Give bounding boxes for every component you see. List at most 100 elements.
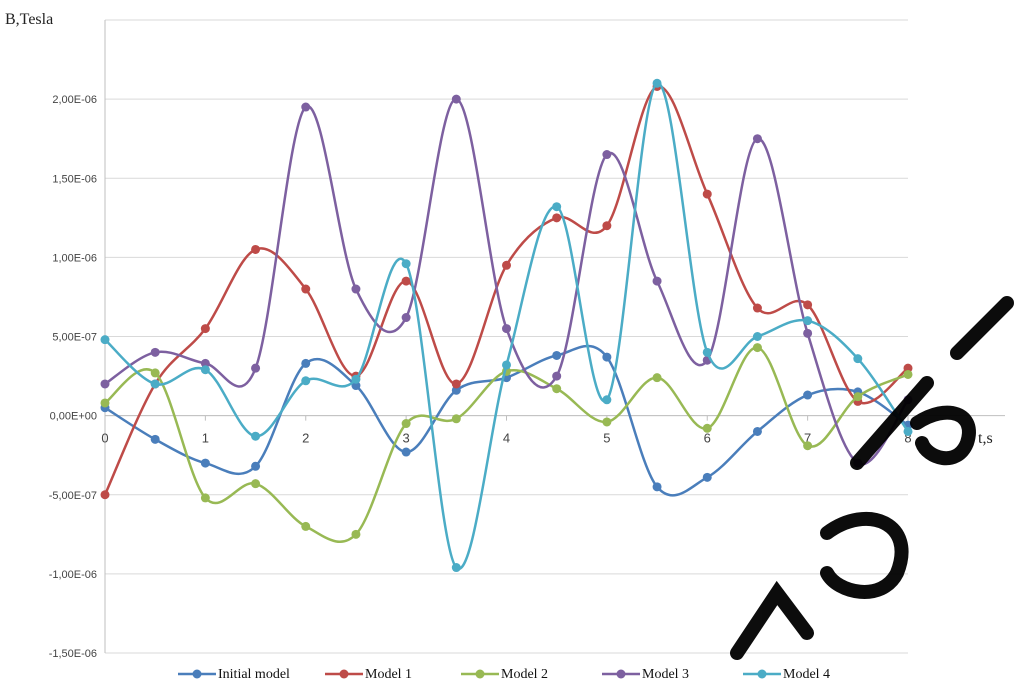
data-point-model-3 — [401, 313, 411, 323]
y-tick-label: -1,50E-06 — [49, 648, 97, 660]
data-point-model-4 — [401, 259, 411, 269]
data-point-model-3 — [451, 94, 461, 104]
legend-swatch-marker — [339, 669, 349, 679]
series-line-model-4 — [104, 82, 910, 570]
data-point-initial-model — [702, 472, 712, 482]
data-point-model-4 — [853, 354, 863, 364]
data-point-model-4 — [251, 431, 261, 441]
data-point-model-3 — [752, 134, 762, 144]
grid-layer — [105, 19, 908, 654]
legend-item-model-3: Model 3 — [602, 667, 689, 682]
x-tick-label: 5 — [603, 431, 610, 446]
legend-swatch-marker — [192, 669, 202, 679]
y-axis-label: B,Tesla — [5, 11, 53, 28]
data-point-model-4 — [502, 360, 511, 370]
data-point-model-3 — [502, 324, 511, 334]
data-point-model-3 — [301, 102, 311, 112]
data-point-model-3 — [251, 363, 261, 373]
legend-label: Initial model — [218, 667, 290, 682]
data-point-model-3 — [602, 150, 612, 160]
data-point-model-2 — [200, 493, 210, 503]
data-point-model-2 — [150, 368, 160, 378]
y-tick-label: 5,00E-07 — [52, 332, 97, 344]
data-point-model-2 — [803, 441, 813, 451]
legend-label: Model 3 — [642, 667, 689, 682]
data-point-model-2 — [351, 529, 361, 539]
data-point-initial-model — [401, 447, 411, 457]
data-point-model-4 — [652, 78, 662, 88]
legend-label: Model 2 — [501, 667, 548, 682]
x-axis-label: t,s — [978, 430, 993, 447]
data-point-model-3 — [200, 358, 210, 368]
data-point-model-1 — [100, 490, 110, 500]
data-point-model-1 — [251, 244, 261, 254]
data-point-initial-model — [752, 426, 762, 436]
legend-swatch-marker — [757, 669, 767, 679]
x-tick-label: 4 — [503, 431, 510, 446]
data-point-model-4 — [803, 316, 813, 326]
data-point-initial-model — [652, 482, 662, 492]
data-point-model-2 — [602, 417, 612, 427]
data-point-initial-model — [803, 390, 813, 400]
legend: Initial model Model 1 Model 2 Model 3 Model … — [178, 667, 830, 682]
y-tick-label: 0,00E+00 — [50, 411, 97, 423]
legend-swatch-marker — [475, 669, 485, 679]
data-point-model-1 — [502, 260, 511, 270]
data-point-model-3 — [150, 347, 160, 357]
legend-label: Model 4 — [783, 667, 830, 682]
y-tick-label: 1,50E-06 — [52, 173, 97, 185]
data-point-model-2 — [301, 521, 311, 531]
data-point-model-1 — [401, 276, 411, 286]
data-point-initial-model — [451, 385, 461, 395]
data-point-model-4 — [351, 374, 361, 384]
series-model-3 — [100, 94, 913, 468]
data-point-model-2 — [451, 414, 461, 424]
data-point-initial-model — [301, 358, 311, 368]
x-tick-label: 7 — [804, 431, 811, 446]
data-point-model-4 — [752, 332, 762, 341]
data-point-initial-model — [200, 458, 210, 468]
legend-item-model-4: Model 4 — [743, 667, 830, 682]
x-tick-label: 0 — [101, 431, 108, 446]
x-tick-label: 1 — [202, 431, 209, 446]
data-point-model-2 — [552, 384, 562, 394]
data-point-model-3 — [853, 458, 863, 468]
data-point-model-1 — [451, 379, 461, 389]
x-tick-label: 6 — [704, 431, 711, 446]
data-point-model-4 — [702, 347, 712, 357]
data-point-model-4 — [602, 395, 612, 405]
data-point-model-4 — [552, 202, 562, 212]
legend-swatch-marker — [616, 669, 626, 679]
data-point-model-1 — [803, 300, 813, 310]
legend-item-model-2: Model 2 — [461, 667, 548, 682]
data-point-model-4 — [301, 376, 311, 386]
data-point-model-3 — [903, 395, 913, 405]
data-point-model-1 — [702, 189, 712, 199]
data-point-initial-model — [251, 461, 261, 471]
data-point-model-1 — [552, 213, 562, 223]
data-point-model-4 — [100, 335, 110, 345]
data-point-model-2 — [251, 479, 261, 489]
data-point-model-2 — [652, 373, 662, 383]
data-point-model-3 — [552, 371, 562, 381]
data-point-model-2 — [401, 419, 411, 429]
data-point-model-3 — [100, 379, 110, 389]
y-tick-label: -1,00E-06 — [49, 569, 97, 581]
data-point-model-2 — [702, 423, 712, 433]
data-point-model-4 — [200, 365, 210, 375]
data-point-initial-model — [602, 352, 612, 362]
x-tick-label: 2 — [302, 431, 309, 446]
data-point-model-2 — [752, 343, 762, 353]
data-point-model-4 — [903, 426, 913, 436]
legend-label: Model 1 — [365, 667, 412, 682]
data-point-model-3 — [351, 284, 361, 294]
data-point-model-4 — [451, 563, 461, 573]
y-tick-label: -5,00E-07 — [49, 490, 97, 502]
data-point-initial-model — [351, 381, 361, 391]
series-line-model-3 — [104, 97, 910, 466]
data-point-model-1 — [200, 324, 210, 334]
data-point-model-1 — [752, 303, 762, 313]
data-point-model-1 — [903, 363, 913, 373]
